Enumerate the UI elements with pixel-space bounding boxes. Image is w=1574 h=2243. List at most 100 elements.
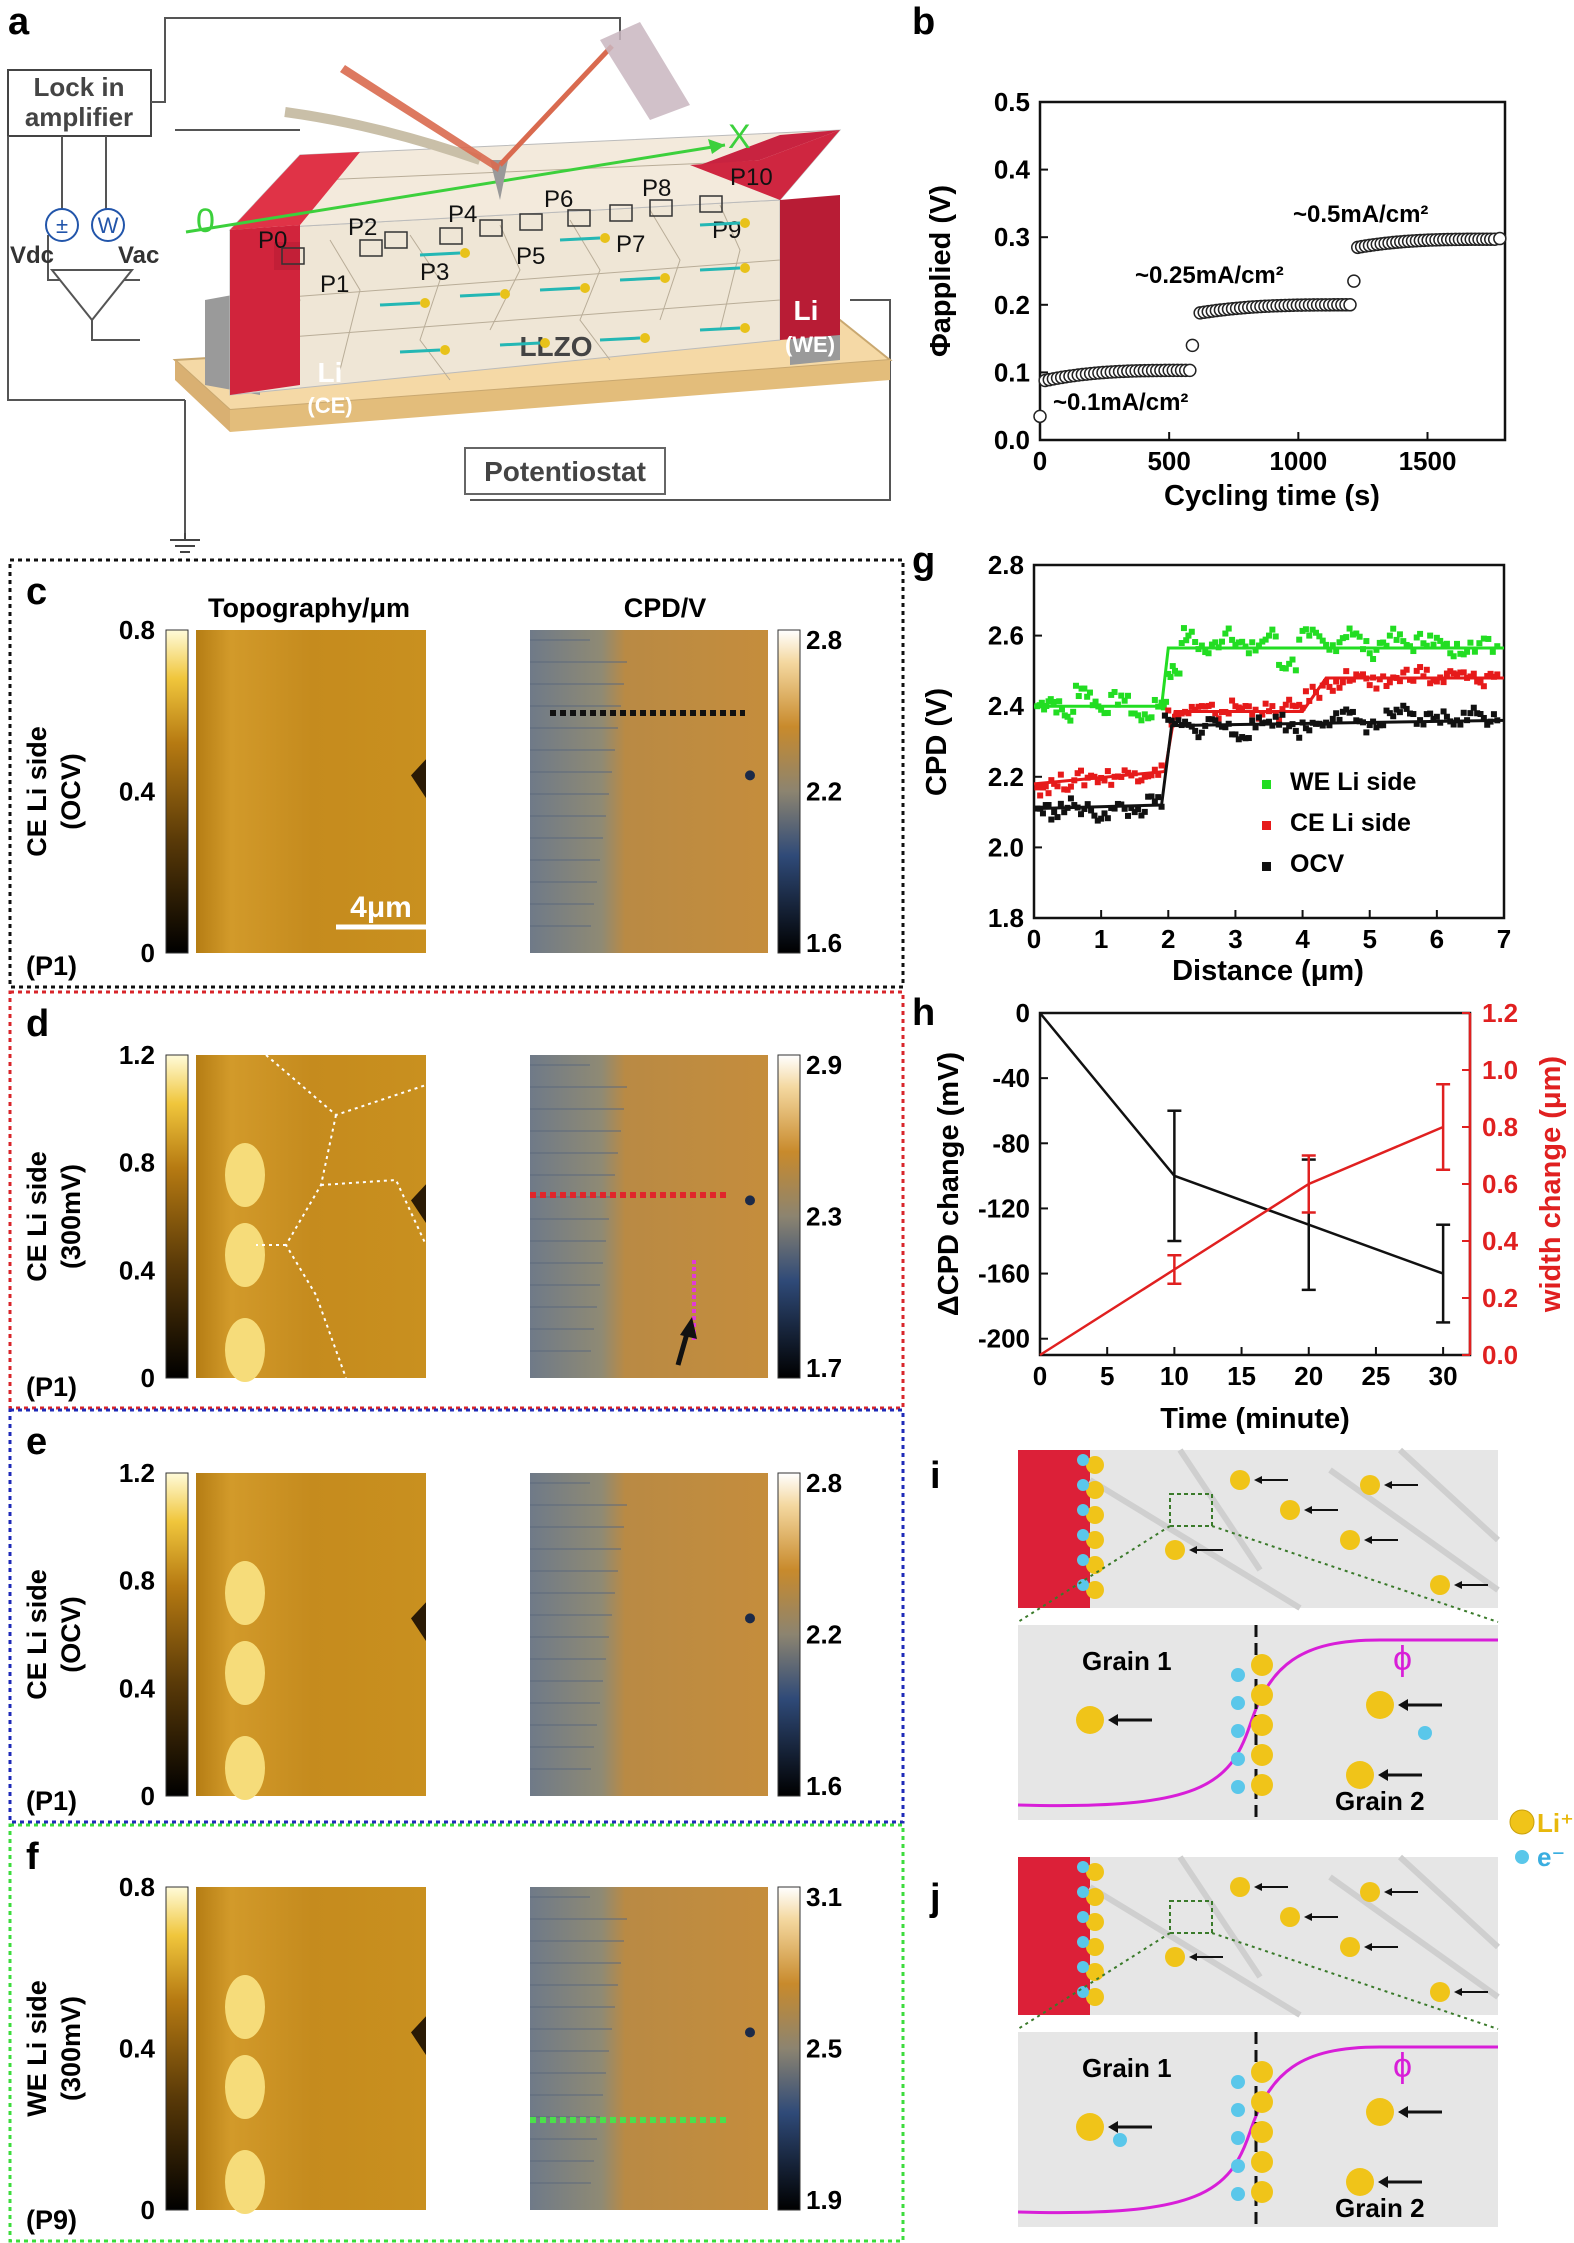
- chart-g-point: [1474, 710, 1481, 717]
- chart-g-point: [1306, 632, 1313, 639]
- chart-g-point: [1075, 693, 1082, 700]
- chart-h-y2tick-label: 0.2: [1482, 1283, 1518, 1313]
- electron: [1077, 1454, 1089, 1466]
- chart-g-point: [1232, 703, 1239, 710]
- chart-g-point: [1316, 694, 1323, 701]
- chart-b-ylabel: Φapplied (V): [925, 185, 957, 357]
- chart-g-point: [1470, 704, 1477, 711]
- chart-g-point: [1319, 637, 1326, 644]
- li-ion: [1366, 1691, 1394, 1719]
- chart-g-point: [1108, 691, 1115, 698]
- chart-g-point: [1202, 703, 1209, 710]
- potentiostat-box: [464, 447, 666, 495]
- ac-source-icon: [91, 208, 125, 242]
- chart-g-point: [1054, 783, 1061, 790]
- chart-g-point: [1094, 817, 1101, 824]
- chart-g-point: [1145, 715, 1152, 722]
- zoom-box: [1169, 1900, 1213, 1934]
- lockin-label-2: amplifier: [25, 102, 133, 132]
- chart-g-point: [1272, 633, 1279, 640]
- chart-g-point: [1131, 809, 1138, 816]
- chart-g-point: [1208, 701, 1215, 708]
- chart-g-point: [1148, 714, 1155, 721]
- chart-g-point: [1151, 798, 1158, 805]
- chart-g-point: [1403, 705, 1410, 712]
- topography-colorbar-tick: 0.4: [119, 1673, 156, 1703]
- li-ion-legend-icon: [1509, 1809, 1535, 1835]
- cpd-colorbar-tick: 2.9: [806, 1050, 842, 1080]
- chart-g-ytick-label: 2.8: [988, 550, 1024, 580]
- chart-g-point: [1192, 706, 1199, 713]
- chart-h-xtick-label: 15: [1227, 1361, 1256, 1391]
- chart-g-point: [1447, 668, 1454, 675]
- grain-1-label: Grain 1: [1082, 2053, 1172, 2083]
- chart-g-point: [1138, 717, 1145, 724]
- chart-h-line: [1039, 1012, 1444, 1275]
- chart-g-point: [1135, 806, 1142, 813]
- chart-g-point: [1252, 706, 1259, 713]
- chart-b-yticks: 0.0 0.1 0.2 0.3 0.4 0.5: [994, 87, 1048, 455]
- afm-tip-icon: [490, 160, 508, 200]
- chart-g-point: [1443, 640, 1450, 647]
- cpd-defect: [745, 770, 755, 781]
- chart-g-point: [1212, 717, 1219, 724]
- grain-boundary: [1177, 1855, 1263, 1979]
- li-ion: [1086, 1988, 1104, 2006]
- chart-h-xtick-label: 10: [1160, 1361, 1189, 1391]
- chart-g-point: [1450, 653, 1457, 660]
- li-ion: [1086, 1556, 1104, 1574]
- point-label-p9: P9: [712, 217, 741, 244]
- chart-g-point: [1343, 668, 1350, 675]
- chart-g-point: [1057, 800, 1064, 807]
- chart-g-point: [1386, 632, 1393, 639]
- afm-row-d: d CE Li side (300mV) (P1) 1.2 0.8 0.4 0 2.9 2.3 1.…: [8, 990, 905, 1410]
- chart-g-point: [1349, 676, 1356, 683]
- chart-g-point: [1205, 650, 1212, 657]
- chart-g-point: [1245, 650, 1252, 657]
- chart-g-point: [1276, 716, 1283, 723]
- chart-g-point: [1239, 705, 1246, 712]
- chart-g-point: [1245, 703, 1252, 710]
- topography-colorbar-tick: 1.2: [119, 1458, 155, 1488]
- chart-g-point: [1339, 635, 1346, 642]
- chart-g-point: [1346, 677, 1353, 684]
- chart-g-point: [1376, 639, 1383, 646]
- point-label-p10: P10: [730, 164, 773, 191]
- afm-row-label-2: (300mV): [56, 1996, 86, 2101]
- chart-g-point: [1198, 729, 1205, 736]
- cpd-defect: [745, 1195, 755, 1206]
- chart-h-xticks: 0 5 10 15 20 25 30: [1033, 1347, 1458, 1391]
- afm-row-e: e CE Li side (OCV) (P1) 1.2 0.8 0.4 0 2.8 2.2 1.6: [8, 1408, 905, 1824]
- chart-g-point: [1255, 642, 1262, 649]
- chart-g-point: [1034, 784, 1041, 791]
- chart-g-point: [1292, 727, 1299, 734]
- li-ion: [1251, 1744, 1273, 1766]
- li-ion: [1340, 1530, 1360, 1550]
- chart-g-point: [1282, 665, 1289, 672]
- point-label-p4: P4: [448, 201, 477, 228]
- chart-g-point: [1302, 688, 1309, 695]
- chart-g-point: [1286, 696, 1293, 703]
- li-ion: [1251, 2091, 1273, 2113]
- lockin-box: [7, 69, 152, 137]
- chart-g-point: [1316, 633, 1323, 640]
- chart-g-point: [1390, 625, 1397, 632]
- chart-b-point: [1343, 298, 1357, 312]
- chart-g-point: [1163, 698, 1170, 705]
- electron: [1418, 1726, 1432, 1740]
- chart-g-ytick-label: 2.2: [988, 762, 1024, 792]
- chart-g-point: [1088, 807, 1095, 814]
- chart-g-point: [1232, 641, 1239, 648]
- chart-g-point: [1235, 639, 1242, 646]
- point-label-p5: P5: [516, 243, 545, 270]
- cpd-colorbar-tick: 2.3: [806, 1202, 842, 1232]
- chart-g-point: [1212, 639, 1219, 646]
- chart-h-y2tick-label: 0.4: [1482, 1226, 1519, 1256]
- cpd-colorbar: [777, 629, 801, 954]
- panel-h-chart: h 0 -40 -80 -120 -160 -200 0.0 0.2 0.4 0.6 0.8 1.0…: [912, 992, 1567, 1435]
- afm-row-border: [8, 990, 905, 1410]
- chart-g-point: [1172, 720, 1178, 727]
- chart-g-point: [1165, 670, 1172, 677]
- chart-g-point: [1208, 716, 1215, 723]
- chart-g-point: [1188, 703, 1195, 710]
